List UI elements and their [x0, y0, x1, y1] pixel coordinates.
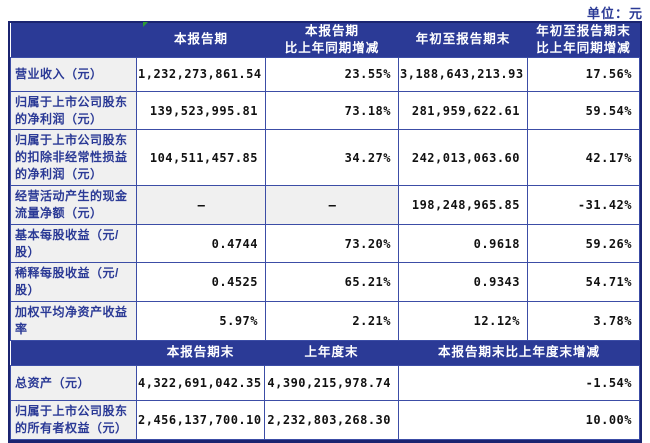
cell-value: 0.9618 — [398, 223, 528, 264]
cell-value: 12.12% — [398, 300, 528, 341]
financial-summary-table: 本报告期 本报告期 比上年同期增减 年初至报告期末 年初至报告期末 比上年同期增… — [8, 21, 642, 443]
table-row-total-assets: 总资产（元） 4,322,691,042.35 4,390,215,978.74… — [10, 365, 640, 402]
header-blank — [10, 23, 137, 58]
table-row-net-profit-excl-nonrecurring: 归属于上市公司股东的扣除非经常性损益的净利润（元） 104,511,457.85… — [10, 129, 640, 186]
row-label: 基本每股收益（元/股） — [10, 223, 137, 264]
header-current-period: 本报告期 — [136, 23, 266, 58]
cell-value: 42.17% — [527, 129, 640, 186]
row-label: 稀释每股收益（元/股） — [10, 262, 137, 302]
cell-value: 23.55% — [265, 56, 399, 92]
cell-value: 10.00% — [398, 400, 640, 440]
cell-value: 0.4525 — [136, 262, 266, 302]
header-end-of-period: 本报告期末 — [136, 340, 265, 366]
header-year-to-date: 年初至报告期末 — [398, 23, 528, 58]
row-label: 总资产（元） — [10, 365, 137, 402]
table-row-net-profit: 归属于上市公司股东的净利润（元） 139,523,995.81 73.18% 2… — [10, 90, 640, 131]
row-label: 归属于上市公司股东的净利润（元） — [10, 90, 137, 131]
table-row-diluted-eps: 稀释每股收益（元/股） 0.4525 65.21% 0.9343 54.71% — [10, 262, 640, 302]
cell-value: 34.27% — [265, 129, 399, 186]
cell-value: 59.54% — [527, 90, 640, 131]
row-label: 归属于上市公司股东的所有者权益（元） — [10, 400, 137, 440]
cell-value: 2,232,803,268.30 — [264, 400, 399, 440]
cell-value: – — [136, 184, 266, 225]
unit-label: 单位：元 — [586, 6, 643, 21]
cell-value: 1,232,273,861.54 — [136, 56, 266, 92]
header-year-to-date-yoy-change: 年初至报告期末 比上年同期增减 — [527, 23, 640, 58]
table-row-operating-cash-flow: 经营活动产生的现金流量净额（元） – – 198,248,965.85 -31.… — [10, 184, 640, 225]
cell-value: 5.97% — [136, 300, 266, 341]
cell-value: 3.78% — [527, 300, 640, 341]
header-blank — [10, 340, 137, 366]
cell-value: 59.26% — [527, 223, 640, 264]
cell-value: 198,248,965.85 — [398, 184, 528, 225]
cell-value: 2.21% — [265, 300, 399, 341]
cell-value: 4,322,691,042.35 — [136, 365, 265, 402]
cell-value: 0.9343 — [398, 262, 528, 302]
balance-sheet-table: 本报告期末 上年度末 本报告期末比上年度末增减 总资产（元） 4,322,691… — [10, 340, 640, 440]
header-end-of-period-change: 本报告期末比上年度末增减 — [398, 340, 640, 366]
cell-value: 65.21% — [265, 262, 399, 302]
cell-value: 104,511,457.85 — [136, 129, 266, 186]
row-label: 归属于上市公司股东的扣除非经常性损益的净利润（元） — [10, 129, 137, 186]
cell-corner-marker-icon — [143, 22, 148, 27]
cell-value: -31.42% — [527, 184, 640, 225]
cell-value: 3,188,643,213.93 — [398, 56, 528, 92]
cell-value: -1.54% — [398, 365, 640, 402]
cell-value: 281,959,622.61 — [398, 90, 528, 131]
table-row-operating-revenue: 营业收入（元） 1,232,273,861.54 23.55% 3,188,64… — [10, 56, 640, 92]
cell-value: 242,013,063.60 — [398, 129, 528, 186]
cell-value: – — [265, 184, 399, 225]
row-label: 营业收入（元） — [10, 56, 137, 92]
cell-value: 139,523,995.81 — [136, 90, 266, 131]
table-row-basic-eps: 基本每股收益（元/股） 0.4744 73.20% 0.9618 59.26% — [10, 223, 640, 264]
cell-value: 73.18% — [265, 90, 399, 131]
cell-value: 0.4744 — [136, 223, 266, 264]
cell-value: 4,390,215,978.74 — [264, 365, 399, 402]
cell-value: 2,456,137,700.10 — [136, 400, 265, 440]
period-header-row: 本报告期 本报告期 比上年同期增减 年初至报告期末 年初至报告期末 比上年同期增… — [10, 23, 640, 58]
table-row-weighted-avg-roe: 加权平均净资产收益率 5.97% 2.21% 12.12% 3.78% — [10, 300, 640, 341]
row-label: 经营活动产生的现金流量净额（元） — [10, 184, 137, 225]
header-end-of-last-year: 上年度末 — [264, 340, 399, 366]
cell-value: 73.20% — [265, 223, 399, 264]
cell-value: 54.71% — [527, 262, 640, 302]
period-indicators-table: 本报告期 本报告期 比上年同期增减 年初至报告期末 年初至报告期末 比上年同期增… — [10, 23, 640, 341]
header-current-period-yoy-change: 本报告期 比上年同期增减 — [265, 23, 399, 58]
row-label: 加权平均净资产收益率 — [10, 300, 137, 341]
balance-header-row: 本报告期末 上年度末 本报告期末比上年度末增减 — [10, 340, 640, 366]
table-row-owners-equity: 归属于上市公司股东的所有者权益（元） 2,456,137,700.10 2,23… — [10, 400, 640, 440]
cell-value: 17.56% — [527, 56, 640, 92]
